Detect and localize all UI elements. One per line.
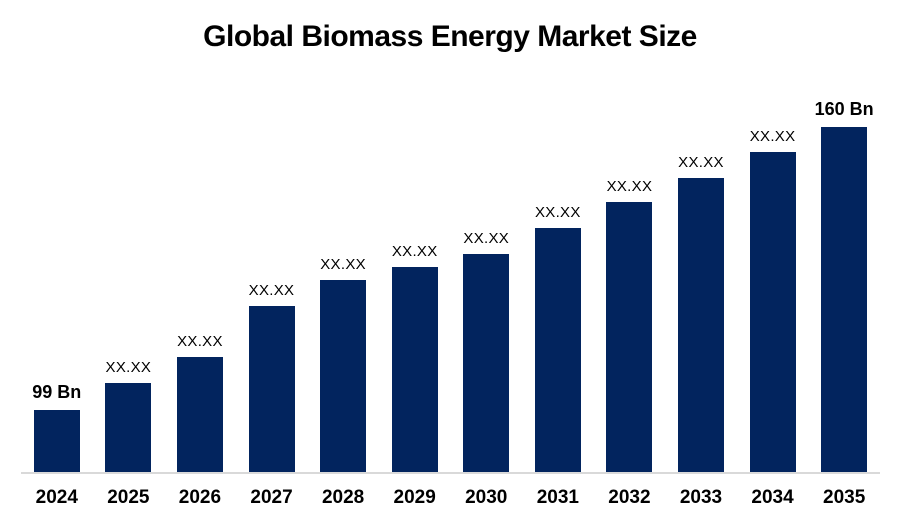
bar — [105, 383, 152, 472]
x-axis-label: 2030 — [465, 487, 508, 508]
bar-value-label: XX.XX — [391, 243, 438, 260]
bar-column: XX.XX — [665, 154, 737, 472]
bar-column: XX.XX — [594, 178, 666, 472]
bar-column: XX.XX — [737, 128, 809, 472]
bar — [821, 127, 868, 472]
x-axis-label: 2026 — [178, 487, 222, 508]
bar-value-label: XX.XX — [177, 333, 223, 350]
x-axis-label: 2033 — [679, 487, 723, 508]
bar-value-label: XX.XX — [534, 204, 581, 221]
bar-value-label: XX.XX — [606, 178, 653, 195]
bar — [463, 254, 510, 472]
bar — [33, 410, 80, 472]
bar-column: XX.XX — [379, 243, 451, 472]
x-axis: 2024 2025 2026 2027 2028 2029 2030 2031 2032 2033… — [21, 487, 880, 509]
bar-column: XX.XX — [164, 333, 236, 472]
bar — [534, 228, 581, 472]
bar-value-label: XX.XX — [105, 359, 152, 376]
bar-column: XX.XX — [307, 256, 379, 472]
x-axis-label: 2034 — [751, 487, 794, 508]
x-axis-label: 2035 — [823, 487, 866, 508]
bar-value-label: XX.XX — [248, 282, 295, 299]
bar-value-label: XX.XX — [678, 154, 724, 171]
x-axis-label: 2025 — [107, 487, 150, 508]
bar-column: XX.XX — [93, 359, 165, 472]
x-axis-label: 2027 — [250, 487, 293, 508]
plot-area: 99 Bn XX.XX XX.XX XX.XX XX.XX XX.XX XX.XX XX.XX… — [21, 99, 880, 474]
bar — [749, 152, 796, 472]
bar-column: 160 Bn — [808, 99, 880, 472]
bar-value-label: XX.XX — [749, 128, 796, 145]
bar — [606, 202, 653, 472]
bar-column: XX.XX — [450, 230, 522, 472]
bar — [320, 280, 367, 472]
bar-value-label: 160 Bn — [814, 99, 874, 119]
bar-value-label: 99 Bn — [32, 382, 82, 402]
bar-chart: 99 Bn XX.XX XX.XX XX.XX XX.XX XX.XX XX.XX XX.XX… — [21, 80, 880, 525]
bar-column: XX.XX — [236, 282, 308, 472]
bar — [176, 357, 223, 472]
bar — [248, 306, 295, 472]
x-axis-label: 2031 — [536, 487, 579, 508]
bar — [677, 178, 724, 472]
x-axis-label: 2029 — [393, 487, 436, 508]
x-axis-label: 2032 — [608, 487, 651, 508]
chart-title: Global Biomass Energy Market Size — [203, 20, 697, 53]
bar-column: XX.XX — [522, 204, 594, 472]
bar — [391, 267, 438, 472]
x-axis-label: 2028 — [321, 487, 365, 508]
x-axis-label: 2024 — [35, 487, 78, 508]
bar-value-label: XX.XX — [463, 230, 510, 247]
bar-column: 99 Bn — [21, 382, 93, 472]
bar-value-label: XX.XX — [320, 256, 366, 273]
